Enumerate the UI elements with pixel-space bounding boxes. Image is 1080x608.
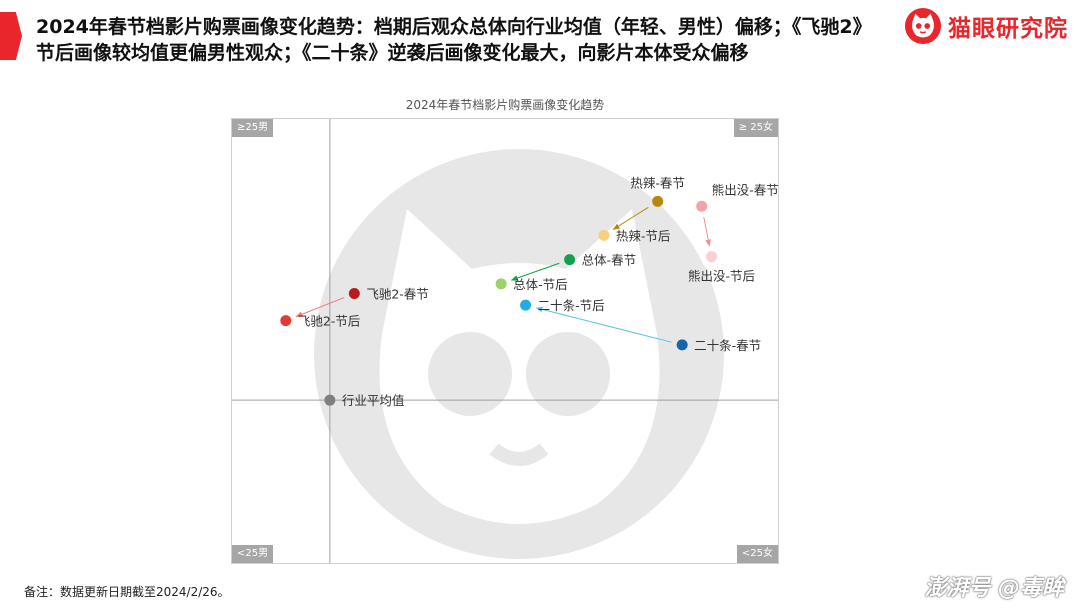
quadrant-label-top-right: ≥ 25女 <box>733 119 778 137</box>
data-point <box>598 229 610 241</box>
cat-logo-icon <box>904 7 942 45</box>
data-point <box>676 339 688 351</box>
data-point-label: 总体-春节 <box>582 253 637 268</box>
chart-title: 2024年春节档影片购票画像变化趋势 <box>405 98 605 112</box>
data-point <box>520 299 532 311</box>
data-point <box>564 254 576 266</box>
data-point-label: 二十条-春节 <box>694 338 761 353</box>
page-headline: 2024年春节档影片购票画像变化趋势：档期后观众总体向行业均值（年轻、男性）偏移… <box>36 16 872 64</box>
data-point <box>706 251 717 263</box>
data-point <box>324 394 336 406</box>
data-point <box>495 278 507 290</box>
data-point-label: 二十条-节后 <box>538 298 605 313</box>
data-point-label: 总体-节后 <box>513 277 568 292</box>
quadrant-label-bottom-left: <25男 <box>232 545 274 563</box>
cat-watermark-icon <box>314 149 724 559</box>
watermark-text: 澎湃号 @毒眸 <box>924 576 1064 601</box>
data-point-label: 熊出没-春节 <box>712 182 779 197</box>
data-point-label: 飞驰2-春节 <box>366 287 428 302</box>
data-point-group: 热辣-春节 <box>630 175 685 207</box>
data-point-group: 飞驰2-节后 <box>280 314 360 329</box>
trend-arrow <box>535 306 672 343</box>
accent-tab <box>0 12 22 60</box>
data-point-label: 热辣-春节 <box>630 175 685 190</box>
data-point-label: 飞驰2-节后 <box>298 314 360 329</box>
data-point <box>696 200 708 212</box>
data-point-label: 热辣-节后 <box>616 228 671 243</box>
chart-area: 热辣-春节热辣-节后 熊出没-春节熊出没-节后 总体-春节 总体-节后二十条-节后二十… <box>231 118 779 564</box>
data-point-group: 飞驰2-春节 <box>348 287 429 302</box>
data-point-group: 总体-节后 <box>495 277 568 292</box>
data-point <box>280 315 292 327</box>
quadrant-label-top-left: ≥25男 <box>232 119 274 137</box>
trend-arrow <box>295 297 345 318</box>
data-point-group: 二十条-节后 <box>520 298 605 313</box>
trend-arrow <box>510 262 560 281</box>
brand-logo: 猫眼研究院 <box>904 6 1068 46</box>
data-point-group: 总体-春节 <box>564 253 636 268</box>
footnote: 备注：数据更新日期截至2024/2/26。 <box>24 585 230 599</box>
trend-arrow <box>612 206 649 230</box>
data-point <box>348 288 360 300</box>
data-point-group: 行业平均值 <box>324 393 404 408</box>
data-point-label: 熊出没-节后 <box>688 269 755 284</box>
data-point-group: 熊出没-节后 <box>688 251 755 284</box>
data-point <box>652 195 664 207</box>
trend-arrow <box>703 216 711 247</box>
data-point-group: 热辣-节后 <box>598 228 670 243</box>
data-point-group: 熊出没-春节 <box>696 182 779 212</box>
data-point-group: 二十条-春节 <box>676 338 761 353</box>
quadrant-label-bottom-right: <25女 <box>736 545 778 563</box>
data-point-label: 行业平均值 <box>342 393 405 408</box>
brand-name: 猫眼研究院 <box>948 16 1068 42</box>
